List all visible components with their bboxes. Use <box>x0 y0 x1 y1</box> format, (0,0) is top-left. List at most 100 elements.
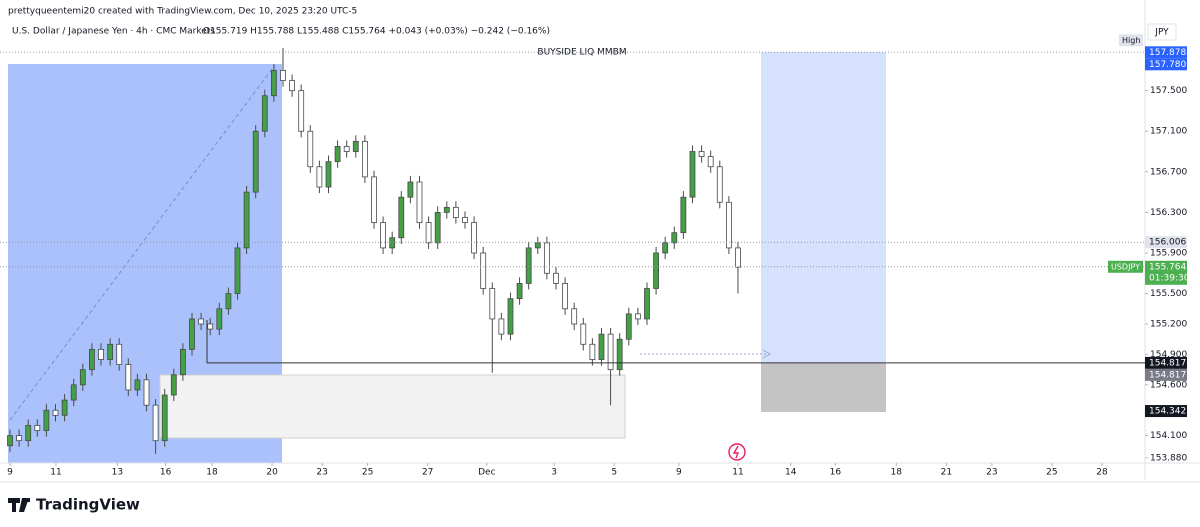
candle-body <box>280 69 286 81</box>
note-box <box>1119 34 1143 47</box>
candle-body <box>352 140 359 152</box>
candle-body <box>571 308 578 325</box>
candle-body <box>161 394 168 442</box>
trend-line <box>9 64 276 421</box>
candle-body <box>680 196 687 234</box>
x-tick-label: 23 <box>316 468 327 478</box>
candle-body <box>243 191 250 249</box>
candle-body <box>507 298 514 335</box>
x-tick-label: 18 <box>891 468 903 478</box>
candle-body <box>198 318 205 325</box>
candle-body <box>434 212 441 244</box>
candle-body <box>443 206 450 213</box>
candle-body <box>398 196 405 239</box>
candle-body <box>270 69 277 97</box>
x-tick-label: 25 <box>1046 468 1057 478</box>
candle-body <box>16 435 23 442</box>
candle-body <box>698 151 705 158</box>
candle-body <box>70 384 77 401</box>
x-tick-label: 25 <box>362 468 373 478</box>
candle-body <box>134 379 141 391</box>
price-tag <box>1145 58 1187 71</box>
candle-body <box>725 201 732 249</box>
currency-box <box>1147 23 1177 41</box>
candle-body <box>61 399 68 416</box>
y-tick-label: 154.600 <box>1150 380 1187 390</box>
x-tick-label: 20 <box>266 468 278 478</box>
x-tick-label: 18 <box>206 468 218 478</box>
candle-body <box>89 348 95 371</box>
stop-box <box>761 363 886 412</box>
y-tick-label: 154.100 <box>1150 431 1187 441</box>
x-tick-label: 13 <box>112 468 123 478</box>
price-tag-label: 154.817 <box>1149 370 1186 380</box>
price-tag <box>1145 405 1187 418</box>
candle-body <box>7 435 13 447</box>
candle-body <box>334 146 341 163</box>
currency: JPY <box>1154 28 1169 38</box>
header: prettyqueentemi20 created with TradingVi… <box>8 7 357 17</box>
candle-body <box>543 242 550 274</box>
candle-body <box>52 409 59 416</box>
x-tick-label: 9 <box>676 468 682 478</box>
candle-body <box>644 288 650 320</box>
candle-body <box>425 222 432 244</box>
candle-body <box>34 425 41 431</box>
candle-body <box>671 232 678 244</box>
candle-body <box>234 247 241 294</box>
symbol-tag <box>1108 260 1143 273</box>
y-tick-label: 153.880 <box>1150 453 1187 463</box>
event-icon[interactable] <box>728 443 746 461</box>
y-tick-label: 156.700 <box>1150 167 1187 177</box>
x-tick-label: 3 <box>551 468 557 478</box>
candle-body <box>325 161 332 188</box>
candle-body <box>452 206 459 218</box>
price-tag <box>1145 356 1187 369</box>
candle-body <box>307 130 314 168</box>
arrow-head <box>762 349 772 359</box>
legend-values: O155.719 H155.788 L155.488 C155.764 +0.0… <box>203 27 550 37</box>
candle-body <box>98 348 104 360</box>
price-tag-label: 157.780 <box>1149 60 1186 70</box>
candle-body <box>735 247 741 268</box>
brand: TradingView <box>36 496 140 514</box>
price-tag-label: 154.342 <box>1149 407 1186 417</box>
price-tag <box>1145 236 1187 249</box>
candle-body <box>516 283 523 300</box>
x-tick-label: 14 <box>785 468 797 478</box>
candle-body <box>298 90 305 132</box>
candle-body <box>361 140 368 178</box>
y-tick-label: 157.500 <box>1150 86 1187 96</box>
candle-body <box>371 176 377 223</box>
x-tick-label: 11 <box>50 468 61 478</box>
candle-body <box>553 272 559 284</box>
candle-body <box>152 404 159 442</box>
x-tick-label: 5 <box>611 468 617 478</box>
candle-body <box>116 343 123 365</box>
candle-body <box>380 222 386 249</box>
candle-body <box>462 217 468 223</box>
y-tick-label: 157.100 <box>1150 127 1187 137</box>
price-tag-label: 155.764 <box>1149 262 1186 272</box>
candle-body <box>480 252 487 289</box>
candle-body <box>616 338 623 371</box>
candle-body <box>625 313 632 340</box>
candle-body <box>416 181 423 223</box>
y-tick-label: 156.300 <box>1150 208 1187 218</box>
event-bolt <box>732 445 740 459</box>
candle-body <box>343 146 350 152</box>
x-tick-label: 9 <box>7 468 13 478</box>
candle-body <box>471 222 477 254</box>
candle-body <box>316 166 323 188</box>
candle-body <box>207 323 214 330</box>
candle-body <box>252 130 259 193</box>
candle-body <box>143 379 150 406</box>
price-tag-label: 156.006 <box>1149 238 1186 248</box>
candle-body <box>125 364 132 391</box>
symbol-name: USDJPY <box>1111 262 1140 271</box>
countdown: 01:39:30 <box>1149 273 1190 283</box>
candle-body <box>389 237 396 249</box>
candle-body <box>716 166 723 203</box>
candle-body <box>225 293 232 310</box>
